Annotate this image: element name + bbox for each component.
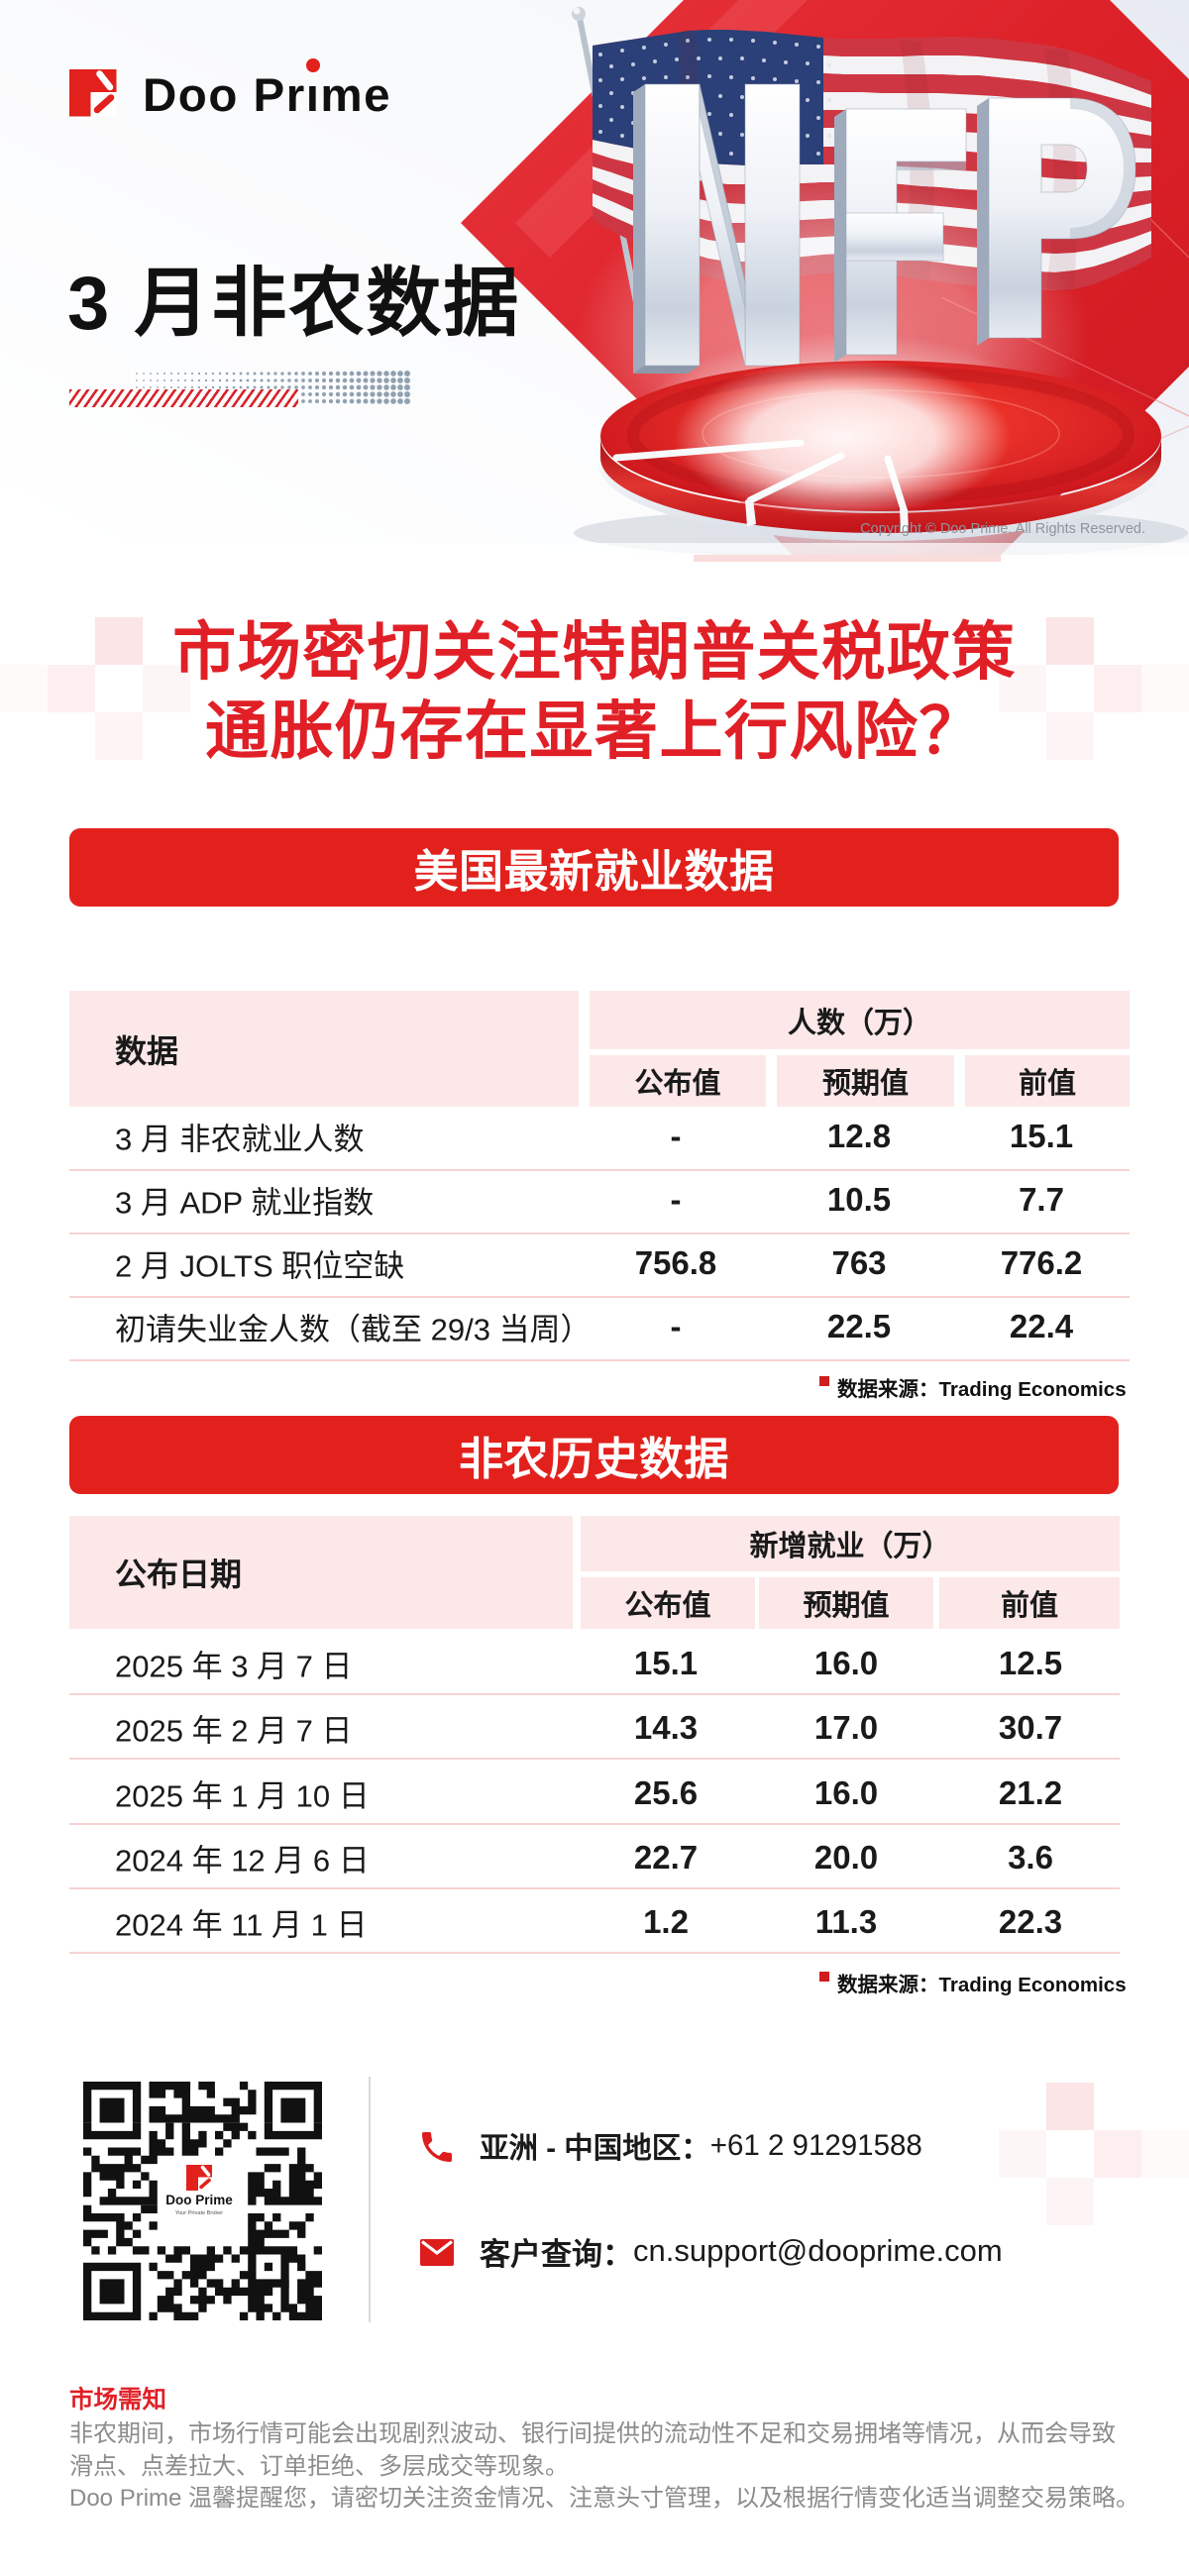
- svg-text:Doo Prıme: Doo Prıme: [143, 69, 391, 119]
- svg-text:Doo Prime: Doo Prime: [165, 2193, 233, 2207]
- svg-text:Your Private Broker: Your Private Broker: [175, 2210, 223, 2216]
